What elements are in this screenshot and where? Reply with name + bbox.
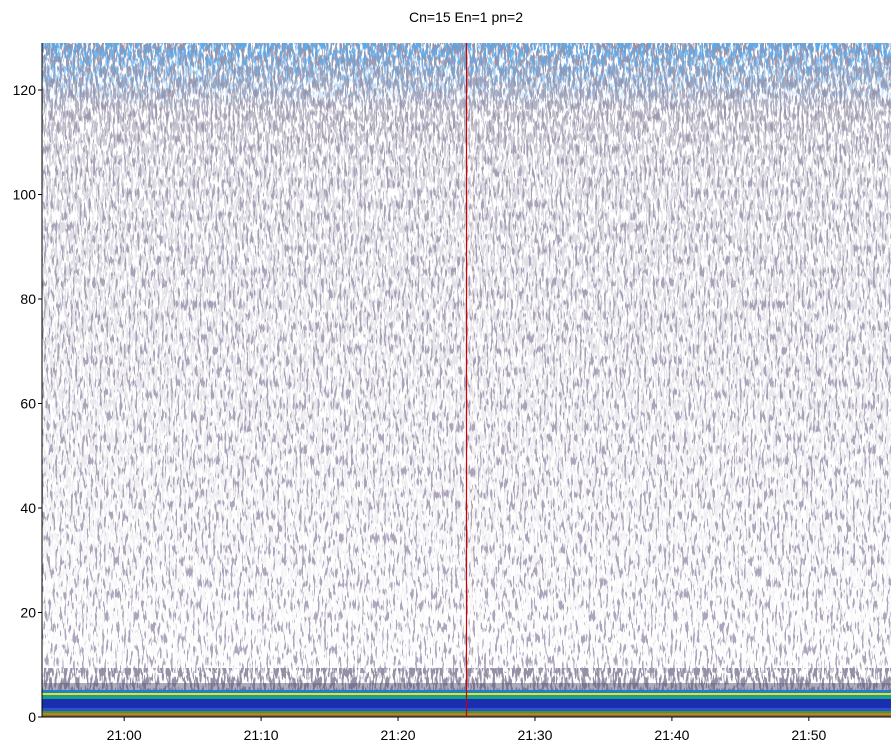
x-tick-label: 21:20 [381, 727, 416, 743]
x-tick-label: 21:40 [654, 727, 689, 743]
y-tick-label: 120 [13, 82, 37, 98]
y-tick-label: 60 [20, 396, 36, 412]
chart-title: Cn=15 En=1 pn=2 [409, 9, 523, 25]
y-tick-label: 20 [20, 605, 36, 621]
x-tick-label: 21:30 [517, 727, 552, 743]
y-tick-label: 100 [13, 187, 37, 203]
y-tick-label: 40 [20, 500, 36, 516]
x-tick-label: 21:50 [791, 727, 826, 743]
y-tick-label: 80 [20, 291, 36, 307]
x-tick-label: 21:10 [244, 727, 279, 743]
x-tick-label: 21:00 [107, 727, 142, 743]
y-tick-label: 0 [28, 709, 36, 725]
